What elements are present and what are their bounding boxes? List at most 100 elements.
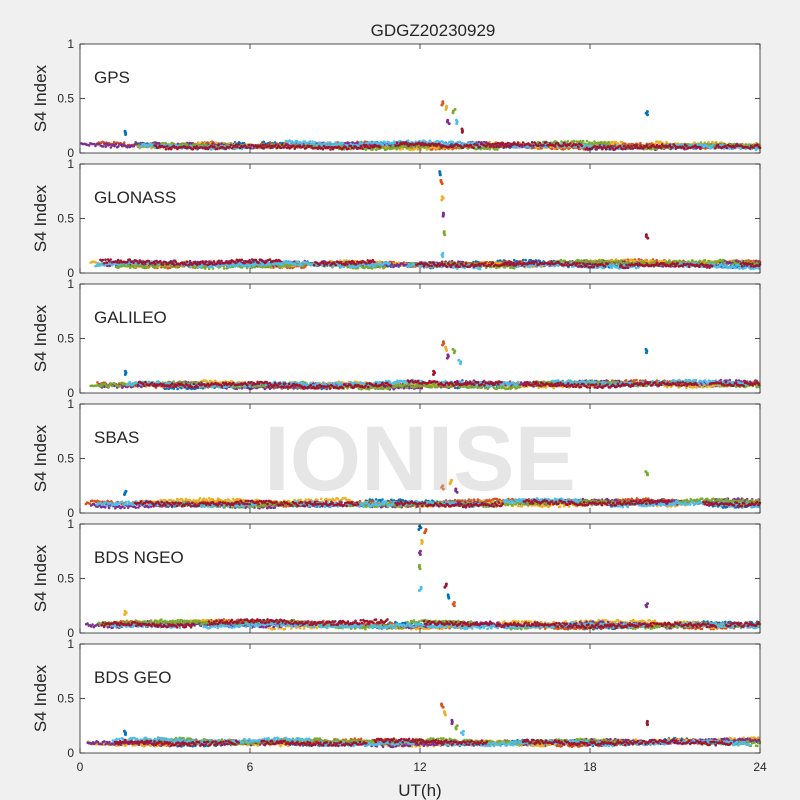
data-point [284, 143, 288, 147]
data-point [512, 258, 516, 262]
data-point [502, 145, 506, 148]
data-point [521, 141, 525, 144]
data-point [123, 141, 126, 144]
data-point [274, 143, 278, 147]
data-point [711, 143, 714, 146]
spike-point [646, 113, 649, 117]
data-point [682, 146, 686, 150]
data-point [406, 139, 410, 143]
data-point [101, 145, 105, 148]
data-point [280, 143, 284, 146]
data-point [262, 140, 266, 144]
data-point [583, 144, 587, 147]
data-point [215, 147, 219, 150]
spike-point [447, 122, 451, 126]
data-point [468, 141, 471, 144]
data-point [632, 144, 636, 147]
data-point [145, 143, 148, 147]
data-point [359, 141, 363, 144]
data-point [390, 263, 394, 266]
data-point [516, 141, 520, 144]
data-point [109, 146, 113, 149]
data-point [166, 145, 169, 148]
y-tick-label: 0.5 [57, 92, 74, 106]
data-point [665, 140, 668, 144]
data-point [419, 148, 422, 151]
data-point [318, 141, 322, 144]
data-point [622, 144, 626, 148]
data-point [485, 147, 489, 150]
data-point [504, 142, 507, 146]
data-point [659, 146, 663, 149]
data-point [385, 143, 388, 147]
data-point [594, 148, 598, 151]
data-point [491, 142, 494, 146]
data-point [273, 141, 277, 144]
data-point [495, 145, 498, 148]
data-point [211, 142, 214, 145]
data-point [359, 144, 363, 148]
data-point [326, 141, 330, 144]
data-point [469, 143, 473, 147]
data-point [515, 143, 519, 147]
data-point [423, 139, 427, 143]
data-point [368, 141, 372, 144]
data-point [530, 141, 534, 144]
data-point [246, 146, 249, 149]
data-point [347, 147, 350, 151]
data-point [292, 144, 295, 148]
data-point [164, 147, 168, 151]
data-point [621, 147, 624, 151]
data-point [629, 147, 632, 150]
data-point [231, 147, 234, 150]
data-point [191, 148, 195, 151]
data-point [108, 143, 111, 146]
data-point [630, 144, 633, 148]
data-point [608, 147, 612, 151]
data-point [361, 147, 364, 150]
data-point [585, 139, 589, 143]
data-point [604, 148, 608, 151]
data-point [341, 141, 345, 145]
data-point [383, 141, 387, 144]
data-point [268, 144, 271, 147]
data-point [505, 145, 509, 148]
data-point [419, 143, 423, 147]
data-point [472, 146, 475, 149]
data-point [478, 145, 482, 149]
data-point [103, 142, 106, 146]
data-point [342, 259, 346, 262]
data-point [638, 147, 641, 150]
data-point [635, 144, 638, 147]
data-point [532, 144, 535, 147]
data-point [260, 146, 264, 149]
data-point [104, 145, 107, 148]
data-point [645, 144, 649, 147]
data-point [185, 143, 189, 147]
data-point [631, 147, 635, 150]
data-point [163, 145, 167, 149]
data-point [641, 147, 645, 150]
data-point [394, 144, 398, 147]
data-point [677, 143, 680, 146]
y-tick-label: 1 [67, 37, 74, 51]
data-point [329, 148, 332, 151]
data-point [506, 141, 510, 145]
data-point [671, 146, 674, 149]
data-point [234, 143, 238, 146]
data-point [378, 145, 382, 149]
y-axis-label: S4 Index [31, 64, 50, 132]
data-point [561, 144, 565, 147]
data-point [620, 141, 624, 144]
data-point [580, 144, 584, 147]
data-point [685, 144, 688, 148]
data-point [492, 145, 496, 149]
data-point [593, 145, 596, 148]
data-point [237, 143, 240, 146]
data-point [421, 141, 424, 145]
data-point [114, 142, 118, 146]
data-point [262, 146, 266, 149]
data-point [308, 140, 312, 143]
data-point [247, 143, 251, 147]
